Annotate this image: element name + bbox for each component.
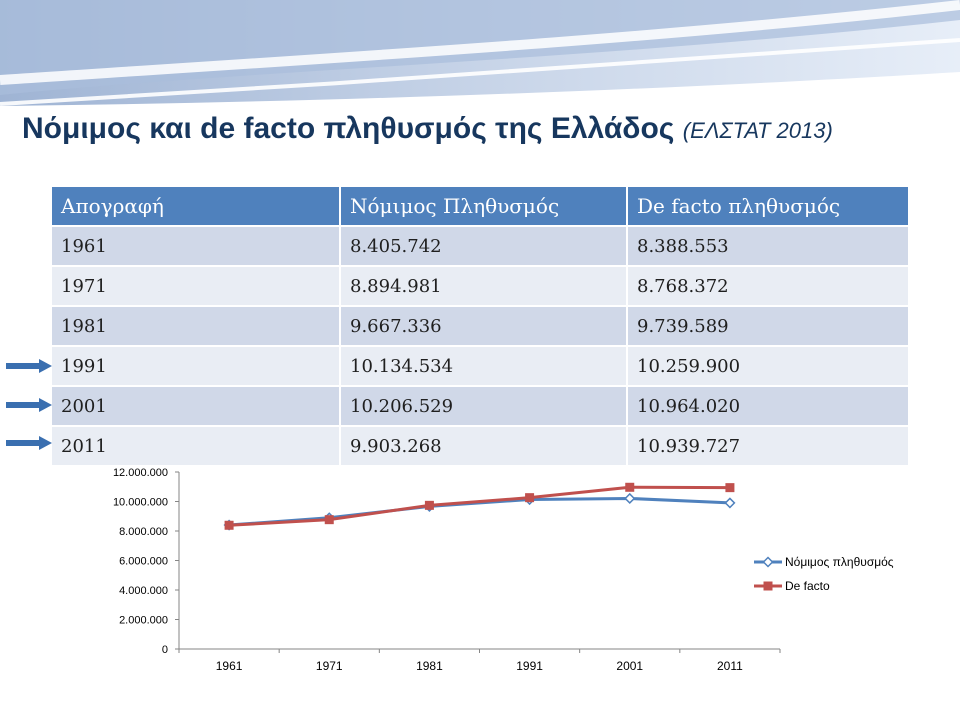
legend-marker [762,556,774,568]
y-tick-label: 10.000.000 [113,497,168,509]
legend-label: Νόμιμος πληθυσμός [785,555,894,569]
cell-year: 1981 [52,305,341,346]
cell-legal: 9.667.336 [340,305,628,346]
cell-defacto: 10.964.020 [627,385,910,426]
header-banner [0,0,960,110]
arrow-icon [6,359,52,373]
cell-legal: 8.405.742 [340,225,628,266]
header-legal-population: Νόμιμος Πληθυσμός [340,187,628,226]
y-tick-label: 8.000.000 [119,526,168,538]
cell-defacto: 8.768.372 [627,265,910,306]
header-census-year: Απογραφή [52,187,341,226]
series-line-defacto [228,485,730,527]
population-line-chart: 0 2.000.000 4.000.000 6.000.000 8.000.000 10.… [113,467,894,673]
table-row: 1971 8.894.981 8.768.372 [52,265,910,306]
arrow-icon [6,398,52,412]
table-header-row: Απογραφή Νόμιμος Πληθυσμός De facto πληθ… [52,187,910,226]
table-row: 1981 9.667.336 9.739.589 [52,305,910,346]
arrow-icon [6,436,52,450]
cell-year: 1961 [52,225,341,266]
cell-year: 1991 [52,345,341,386]
table-row: 2011 9.903.268 10.939.727 [52,425,910,465]
x-tick-label: 1971 [316,659,343,673]
cell-year: 2011 [52,425,341,465]
cell-defacto: 9.739.589 [627,305,910,346]
defacto-point [424,500,434,510]
y-tick-label: 0 [162,644,168,656]
cell-defacto: 8.388.553 [627,225,910,266]
cell-year: 1971 [52,265,341,306]
defacto-point [725,483,735,493]
defacto-point [224,520,234,530]
table-row: 2001 10.206.529 10.964.020 [52,385,910,426]
cell-defacto: 10.939.727 [627,425,910,465]
census-table: Απογραφή Νόμιμος Πληθυσμός De facto πληθ… [52,187,910,465]
table-row: 1991 10.134.534 10.259.900 [52,345,910,386]
cell-legal: 10.134.534 [340,345,628,386]
x-tick-label: 2001 [616,659,643,673]
legal-point [624,492,636,505]
title-source: (ΕΛΣΤΑΤ 2013) [682,118,833,143]
x-tick-label: 1991 [516,659,543,673]
cell-year: 2001 [52,385,341,426]
defacto-point [625,482,635,492]
y-tick-label: 6.000.000 [119,556,168,568]
defacto-point [525,493,535,503]
slide-title: Νόμιμος και de facto πληθυσμός της Ελλάδ… [22,112,942,146]
table-row: 1961 8.405.742 8.388.553 [52,225,910,266]
cell-defacto: 10.259.900 [627,345,910,386]
cell-legal: 9.903.268 [340,425,628,465]
header-defacto-population: De facto πληθυσμός [627,187,910,226]
legend-label: De facto [785,579,830,593]
y-tick-label: 4.000.000 [119,585,168,597]
legend-marker [763,581,773,591]
y-tick-label: 2.000.000 [119,615,168,627]
x-tick-label: 1981 [416,659,443,673]
title-text: Νόμιμος και de facto πληθυσμός της Ελλάδ… [22,112,675,145]
defacto-point [324,515,334,525]
y-tick-label: 12.000.000 [113,467,168,479]
cell-legal: 10.206.529 [340,385,628,426]
legal-point [724,497,736,509]
cell-legal: 8.894.981 [340,265,628,306]
x-tick-label: 2011 [717,659,743,673]
x-tick-label: 1961 [216,659,243,673]
